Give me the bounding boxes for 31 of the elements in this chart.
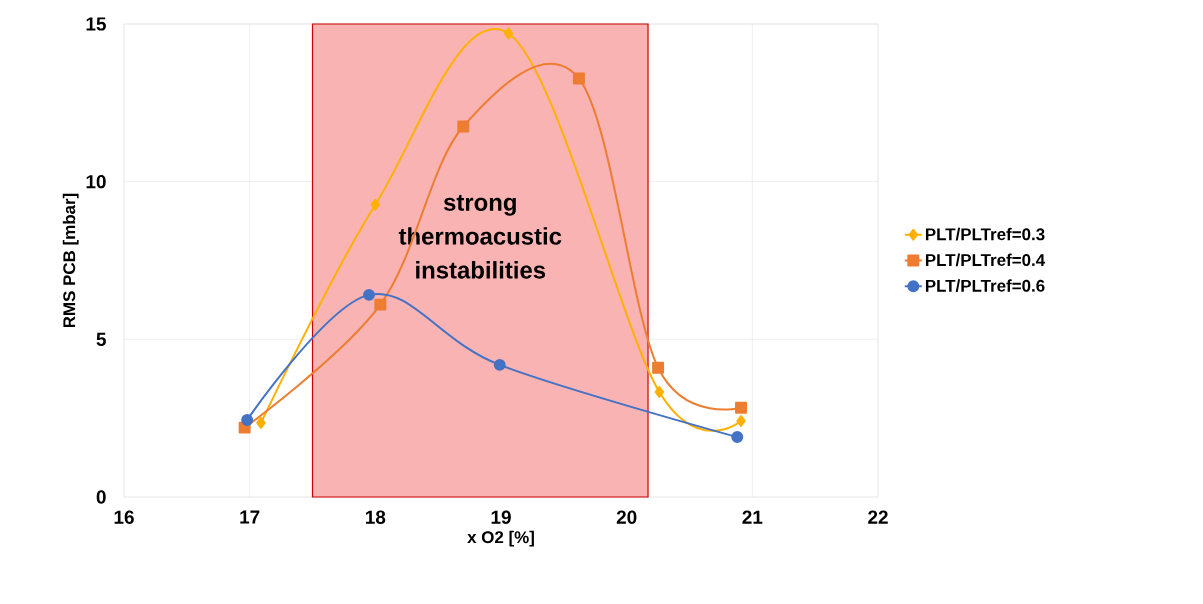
legend-label: PLT/PLTref=0.6 [925, 279, 1045, 292]
legend-label: PLT/PLTref=0.4 [925, 253, 1046, 267]
point [457, 120, 470, 133]
legend-label: PLT/PLTref=0.3 [925, 227, 1045, 241]
point [374, 298, 387, 311]
x-tick-label: 18 [365, 510, 386, 524]
x-tick-label: 17 [240, 510, 260, 524]
point [363, 288, 376, 301]
band-label: strong thermoacustic instabilities [398, 195, 562, 279]
point [370, 198, 381, 211]
x-tick-label: 19 [491, 510, 511, 524]
point [241, 414, 254, 427]
point [256, 416, 266, 429]
point [731, 431, 744, 444]
y-axis-title: RMS PCB [mbar] [62, 193, 79, 328]
point [652, 361, 665, 374]
y-tick-label: 5 [96, 332, 106, 346]
point [735, 401, 748, 414]
point [654, 386, 665, 398]
x-tick-label: 20 [616, 510, 637, 524]
x-tick-label: 21 [742, 510, 763, 524]
y-tick-label: 10 [86, 174, 106, 189]
y-tick-label: 15 [86, 17, 106, 31]
point [503, 27, 514, 40]
point [493, 358, 506, 371]
x-axis-title: x O2 [%] [467, 530, 534, 547]
x-tick-label: 22 [868, 510, 888, 524]
point [736, 415, 746, 427]
x-tick-label: 16 [114, 510, 134, 524]
point [572, 72, 585, 85]
y-tick-label: 0 [96, 490, 106, 504]
